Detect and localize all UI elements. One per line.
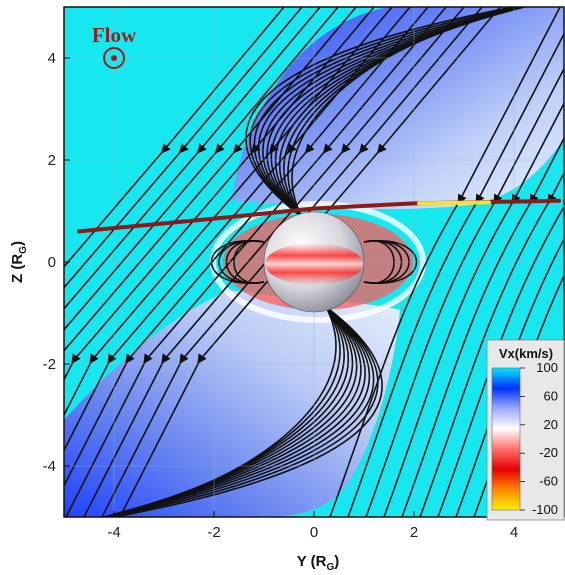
colorbar-tick-label: 100 xyxy=(536,360,558,375)
y-tick-label: 4 xyxy=(48,50,56,67)
colorbar-ticks: 100 60 20 -20 -60 -100 xyxy=(520,360,558,517)
x-axis-title-close: ) xyxy=(334,553,339,570)
streamline xyxy=(105,306,379,517)
streamline xyxy=(257,7,528,218)
y-axis-ticks: -4 -2 0 2 4 xyxy=(43,50,70,475)
y-axis-title-main: Z (R xyxy=(9,254,26,283)
streamline xyxy=(419,171,564,517)
flow-label: Flow xyxy=(92,23,137,47)
x-tick-label: 4 xyxy=(510,524,518,541)
streamline xyxy=(383,101,564,517)
streamline xyxy=(249,7,523,218)
flow-symbol-dot xyxy=(111,55,117,61)
x-axis-title: Y (RG) xyxy=(297,553,340,573)
flow-annotation: Flow xyxy=(92,23,137,69)
streamline xyxy=(347,32,564,517)
y-tick-label: 2 xyxy=(48,152,56,169)
colorbar-tick-label: 60 xyxy=(544,388,558,403)
grid xyxy=(64,7,564,517)
streamline xyxy=(365,67,564,517)
streamline xyxy=(437,205,564,517)
colorbar-tick-label: 20 xyxy=(544,417,558,432)
x-axis-title-sub: G xyxy=(326,562,334,573)
streamlines xyxy=(64,7,564,517)
y-tick-label: -4 xyxy=(43,458,56,475)
x-tick-label: -4 xyxy=(107,524,120,541)
streamline xyxy=(401,136,564,517)
y-tick-label: 0 xyxy=(48,254,56,271)
x-axis-title-main: Y (R xyxy=(297,553,327,570)
y-axis-title: Z (RG) xyxy=(9,241,29,283)
x-tick-label: -2 xyxy=(207,524,220,541)
y-axis-title-close: ) xyxy=(9,241,26,246)
streamline xyxy=(102,306,375,517)
colorbar-title: Vx(km/s) xyxy=(499,346,553,361)
streamline xyxy=(329,7,561,517)
y-tick-label: -2 xyxy=(43,356,56,373)
planet xyxy=(263,211,365,313)
x-tick-label: 2 xyxy=(410,524,418,541)
colorbar: Vx(km/s) 100 60 20 -20 -60 -100 xyxy=(486,339,565,521)
colorbar-tick-label: -60 xyxy=(539,474,558,489)
planet-band xyxy=(265,243,363,285)
streamline xyxy=(253,7,526,218)
colorbar-gradient xyxy=(491,367,521,511)
flow-symbol-ring xyxy=(103,47,125,69)
streamline xyxy=(100,306,371,517)
colorbar-tick-label: -100 xyxy=(532,502,558,517)
highlight-segment xyxy=(417,200,491,206)
y-axis-title-sub: G xyxy=(18,246,29,254)
streamline xyxy=(455,237,564,517)
x-axis-ticks: -4 -2 0 2 4 xyxy=(107,511,518,541)
colorbar-tick-label: -20 xyxy=(539,445,558,460)
x-tick-label: 0 xyxy=(310,524,318,541)
